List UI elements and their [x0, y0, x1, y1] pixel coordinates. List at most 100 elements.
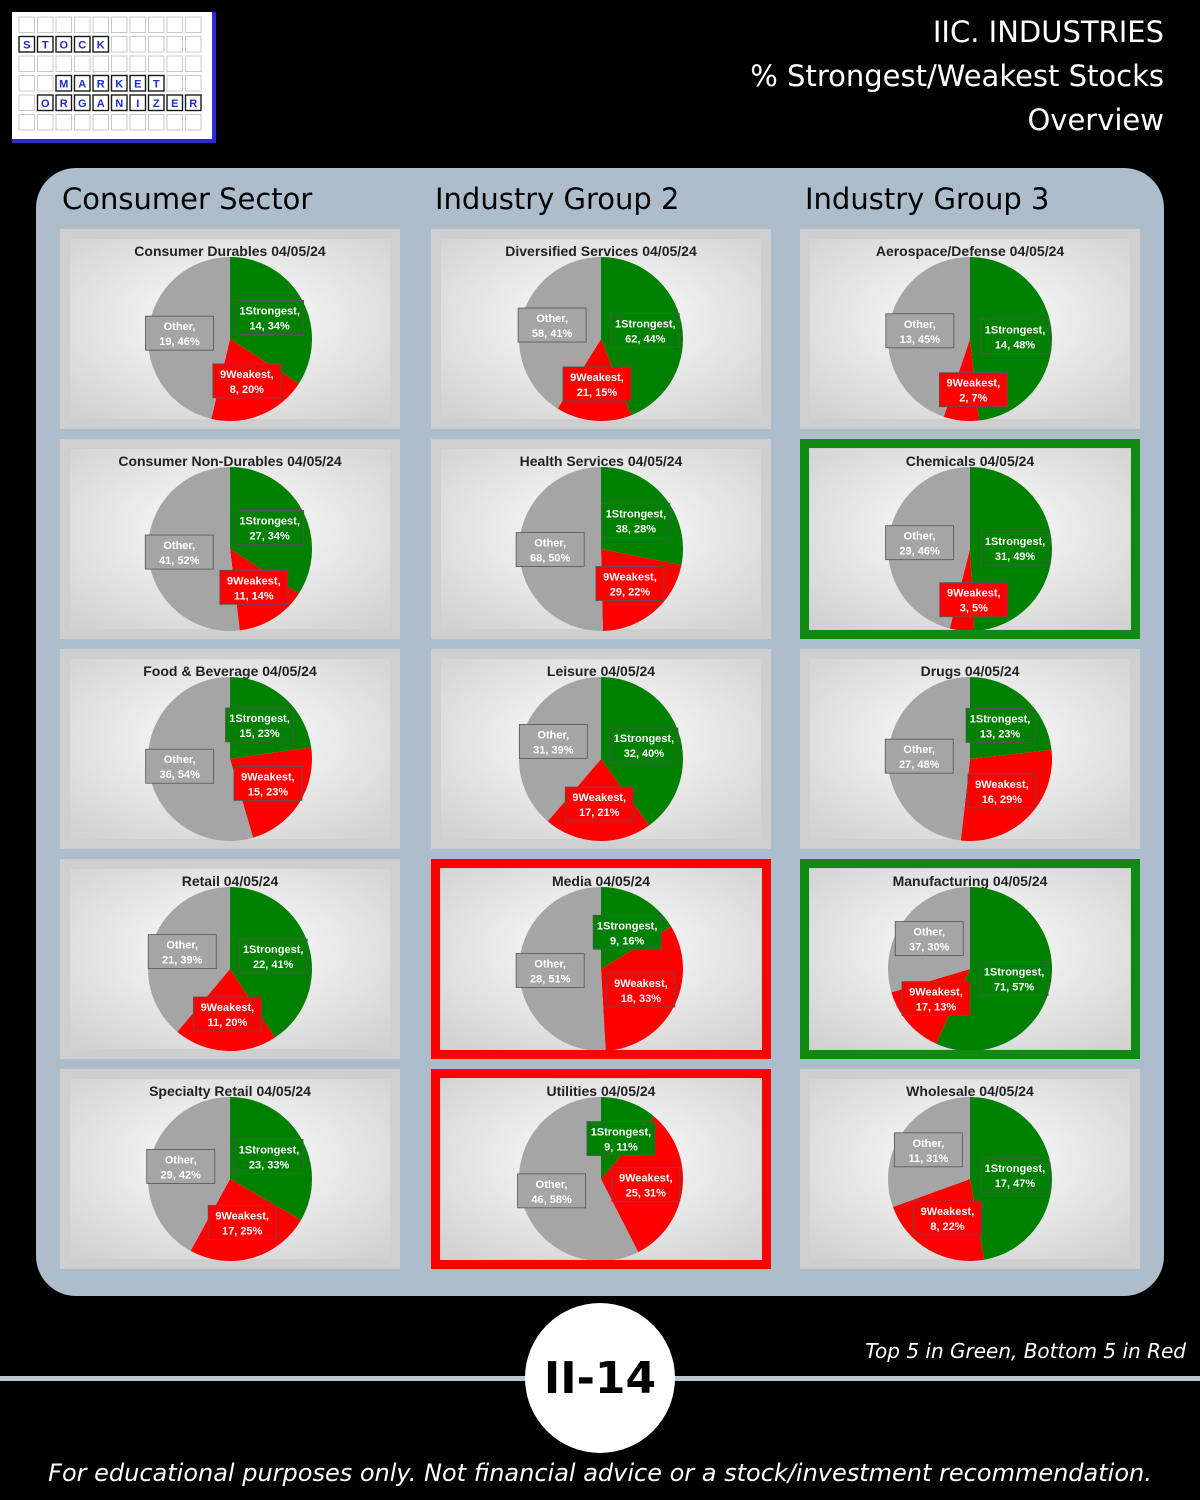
- svg-text:9Weakest,: 9Weakest,: [570, 372, 624, 384]
- svg-text:1Strongest,: 1Strongest,: [614, 733, 675, 745]
- chart-card-wholesale: Wholesale 04/05/24 1Strongest, 17, 47% 9Wea…: [800, 1069, 1140, 1269]
- svg-text:1Strongest,: 1Strongest,: [239, 305, 300, 317]
- logo-graphic: S T O C KM A R K E TO R G A N I Z E R: [18, 16, 202, 131]
- svg-text:18, 33%: 18, 33%: [621, 993, 662, 1005]
- svg-text:Other,: Other,: [912, 1138, 944, 1150]
- chart-title: Drugs 04/05/24: [921, 663, 1020, 679]
- title-line-3: Overview: [1027, 103, 1164, 137]
- pie-chart: Specialty Retail 04/05/24 1Strongest, 23, …: [70, 1079, 390, 1261]
- svg-text:29, 46%: 29, 46%: [899, 546, 940, 558]
- pie-chart: Utilities 04/05/24 1Strongest, 9, 11% 9Weak…: [441, 1079, 761, 1260]
- chart-card-health-services: Health Services 04/05/24 1Strongest, 38, 2…: [431, 439, 771, 639]
- page-title: IIC. INDUSTRIES % Strongest/Weakest Stoc…: [750, 10, 1164, 142]
- data-label-other: Other, 58, 41%: [517, 307, 587, 343]
- svg-text:1Strongest,: 1Strongest,: [970, 713, 1031, 725]
- data-label-1strongest: 1Strongest, 9, 11%: [586, 1121, 656, 1156]
- pie-chart: Chemicals 04/05/24 1Strongest, 31, 49% 9Wea…: [810, 449, 1130, 630]
- data-label-9weakest: 9Weakest, 21, 15%: [562, 366, 632, 402]
- svg-text:71, 57%: 71, 57%: [994, 982, 1035, 994]
- data-label-other: Other, 37, 30%: [894, 921, 964, 957]
- svg-text:21, 15%: 21, 15%: [577, 387, 618, 399]
- chart-title: Retail 04/05/24: [182, 873, 279, 889]
- svg-text:28, 51%: 28, 51%: [530, 973, 571, 985]
- svg-text:Other,: Other,: [165, 1154, 197, 1166]
- svg-text:R: R: [189, 98, 197, 110]
- svg-text:58, 41%: 58, 41%: [532, 328, 573, 340]
- chart-card-aerospace-defense: Aerospace/Defense 04/05/24 1Strongest, 14,…: [800, 229, 1140, 429]
- svg-text:T: T: [42, 40, 49, 52]
- svg-text:31, 39%: 31, 39%: [533, 744, 574, 756]
- data-label-1strongest: 1Strongest, 38, 28%: [601, 503, 671, 538]
- pie-chart: Leisure 04/05/24 1Strongest, 32, 40% 9Weake…: [441, 659, 761, 841]
- svg-text:9Weakest,: 9Weakest,: [241, 771, 295, 783]
- svg-text:31, 49%: 31, 49%: [995, 551, 1036, 563]
- data-label-1strongest: 1Strongest, 22, 41%: [238, 938, 308, 974]
- svg-text:K: K: [115, 79, 123, 91]
- data-label-9weakest: 9Weakest, 18, 33%: [606, 972, 676, 1008]
- svg-text:Other,: Other,: [904, 531, 936, 543]
- data-label-other: Other, 29, 42%: [146, 1149, 216, 1184]
- svg-text:27, 48%: 27, 48%: [899, 759, 940, 771]
- svg-text:Other,: Other,: [166, 940, 198, 952]
- disclaimer: For educational purposes only. Not finan…: [48, 1459, 1152, 1487]
- svg-text:29, 42%: 29, 42%: [161, 1169, 202, 1181]
- data-label-other: Other, 27, 48%: [884, 738, 954, 774]
- chart-card-specialty-retail: Specialty Retail 04/05/24 1Strongest, 23, …: [60, 1069, 400, 1269]
- pie-chart: Consumer Non-Durables 04/05/24 1Strongest…: [70, 449, 390, 631]
- svg-text:11, 14%: 11, 14%: [234, 590, 274, 602]
- data-label-other: Other, 31, 39%: [518, 724, 588, 759]
- svg-text:1Strongest,: 1Strongest,: [985, 1163, 1046, 1175]
- svg-text:C: C: [78, 40, 86, 52]
- svg-text:Other,: Other,: [903, 744, 935, 756]
- svg-text:G: G: [78, 98, 87, 110]
- svg-text:O: O: [59, 40, 68, 52]
- chart-title: Food & Beverage 04/05/24: [143, 663, 317, 679]
- svg-text:Other,: Other,: [164, 754, 196, 766]
- svg-text:M: M: [59, 79, 68, 91]
- data-label-other: Other, 46, 58%: [517, 1173, 586, 1209]
- pie-chart: Consumer Durables 04/05/24 1Strongest, 14,…: [70, 239, 390, 421]
- svg-text:23, 33%: 23, 33%: [249, 1159, 290, 1171]
- data-label-other: Other, 11, 31%: [893, 1132, 963, 1168]
- svg-text:Other,: Other,: [904, 319, 936, 331]
- data-label-other: Other, 28, 51%: [515, 953, 585, 988]
- svg-text:1Strongest,: 1Strongest,: [606, 508, 667, 520]
- svg-text:Other,: Other,: [536, 313, 568, 325]
- data-label-1strongest: 1Strongest, 15, 23%: [225, 707, 294, 743]
- chart-title: Aerospace/Defense 04/05/24: [876, 243, 1065, 259]
- svg-text:14, 34%: 14, 34%: [249, 320, 290, 332]
- chart-title: Media 04/05/24: [552, 873, 650, 889]
- svg-text:32, 40%: 32, 40%: [624, 748, 665, 760]
- title-line-2: % Strongest/Weakest Stocks: [750, 59, 1164, 93]
- data-label-other: Other, 29, 46%: [885, 525, 954, 561]
- data-label-other: Other, 19, 46%: [145, 315, 214, 351]
- svg-text:11, 20%: 11, 20%: [207, 1017, 247, 1029]
- svg-text:8, 22%: 8, 22%: [930, 1221, 964, 1233]
- pie-chart: Diversified Services 04/05/24 1Strongest,…: [441, 239, 761, 421]
- svg-text:1Strongest,: 1Strongest,: [984, 967, 1045, 979]
- data-label-1strongest: 1Strongest, 31, 49%: [980, 530, 1050, 566]
- chart-card-retail: Retail 04/05/24 1Strongest, 22, 41% 9Weakes…: [60, 859, 400, 1059]
- chart-title: Chemicals 04/05/24: [906, 453, 1035, 469]
- data-label-other: Other, 41, 52%: [144, 534, 214, 570]
- data-label-9weakest: 9Weakest, 25, 31%: [611, 1166, 681, 1202]
- data-label-1strongest: 1Strongest, 23, 33%: [234, 1139, 304, 1174]
- svg-text:25, 31%: 25, 31%: [626, 1187, 667, 1199]
- data-label-9weakest: 9Weakest, 8, 20%: [212, 363, 282, 399]
- svg-text:11, 31%: 11, 31%: [908, 1153, 948, 1165]
- data-label-9weakest: 9Weakest, 8, 22%: [913, 1200, 982, 1236]
- chart-card-food-beverage: Food & Beverage 04/05/24 1Strongest, 15, 2…: [60, 649, 400, 849]
- svg-text:8, 20%: 8, 20%: [230, 384, 264, 396]
- svg-text:A: A: [97, 98, 105, 110]
- svg-text:62, 44%: 62, 44%: [625, 334, 666, 346]
- data-label-9weakest: 9Weakest, 11, 20%: [192, 996, 262, 1032]
- data-label-1strongest: 1Strongest, 14, 48%: [980, 319, 1050, 354]
- svg-text:Other,: Other,: [164, 321, 196, 333]
- svg-text:38, 28%: 38, 28%: [616, 523, 657, 535]
- svg-text:17, 21%: 17, 21%: [579, 807, 620, 819]
- pie-chart: Media 04/05/24 1Strongest, 9, 16% 9Weakest,…: [441, 869, 761, 1050]
- data-label-other: Other, 36, 54%: [145, 748, 215, 784]
- svg-text:R: R: [97, 79, 105, 91]
- data-label-9weakest: 9Weakest, 3, 5%: [939, 582, 1009, 618]
